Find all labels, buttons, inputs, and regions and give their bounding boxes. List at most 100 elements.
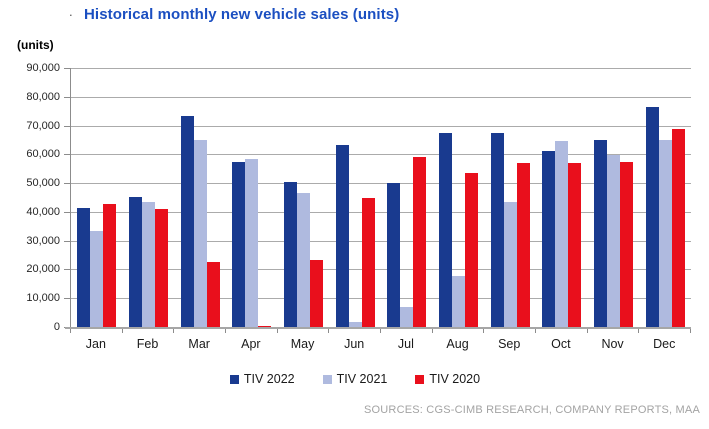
y-tick-label: 20,000: [26, 263, 60, 276]
x-tick-mark: [380, 329, 381, 333]
bar-group-oct: [536, 68, 588, 327]
legend-item-tiv-2022: TIV 2022: [229, 372, 295, 386]
x-tick-mark: [173, 329, 175, 333]
y-tick-mark: [64, 298, 70, 300]
bar-tiv-2021-aug: [452, 276, 466, 327]
y-tick-mark: [64, 154, 70, 156]
bar-tiv-2021-nov: [607, 155, 621, 327]
title-prefix-dot: .: [69, 4, 73, 19]
x-label-jul: Jul: [397, 337, 414, 351]
x-tick-mark: [535, 329, 536, 333]
x-axis-line: [65, 327, 691, 329]
x-label-jun: Jun: [344, 337, 365, 351]
x-label-aug: Aug: [446, 337, 469, 351]
plot-area: [70, 68, 691, 327]
x-tick-mark: [638, 329, 640, 333]
y-tick-mark: [64, 211, 70, 213]
legend-swatch-tiv-2021: [322, 374, 332, 384]
y-tick-label: 30,000: [26, 234, 60, 247]
legend-swatch-tiv-2020: [415, 374, 425, 384]
gridline-70000: [71, 125, 691, 127]
bar-group-jan: [71, 68, 123, 327]
y-tick-mark: [64, 96, 70, 98]
x-label-dec: Dec: [653, 337, 676, 351]
bar-tiv-2020-sep: [516, 163, 530, 327]
bar-group-jul: [381, 68, 433, 327]
gridline-10000: [71, 298, 691, 300]
y-tick-mark: [64, 183, 70, 185]
x-tick-mark: [586, 329, 588, 333]
x-axis-labels: Jan Feb Mar Apr May Jun Jul Aug Sep Oct Nov Dec: [70, 337, 690, 351]
y-tick-mark: [64, 240, 70, 242]
gridline-40000: [71, 211, 691, 213]
x-label-nov: Nov: [601, 337, 624, 351]
source-note: SOURCES: CGS-CIMB RESEARCH, COMPANY REPO…: [364, 404, 700, 416]
bar-group-may: [278, 68, 330, 327]
legend-item-tiv-2021: TIV 2021: [322, 372, 388, 386]
x-tick-mark: [690, 329, 691, 333]
y-axis-units-label: (units): [17, 38, 54, 52]
bar-tiv-2022-apr: [232, 162, 246, 327]
bar-tiv-2020-jul: [413, 157, 427, 327]
y-tick-label: 60,000: [26, 148, 60, 161]
gridline-60000: [71, 154, 691, 156]
bar-tiv-2022-dec: [645, 107, 659, 327]
x-label-jan: Jan: [85, 337, 106, 351]
bar-tiv-2020-mar: [206, 262, 220, 327]
bar-tiv-2022-jan: [77, 208, 91, 327]
x-tick-mark: [431, 329, 433, 333]
bar-tiv-2021-dec: [658, 140, 672, 327]
bar-tiv-2020-may: [310, 260, 324, 327]
bar-group-feb: [123, 68, 175, 327]
bar-tiv-2022-jun: [335, 145, 349, 327]
chart-title: Historical monthly new vehicle sales (un…: [84, 6, 400, 23]
legend-label: TIV 2021: [336, 372, 388, 386]
bar-tiv-2020-nov: [620, 162, 634, 327]
bar-tiv-2022-sep: [490, 133, 504, 327]
bar-tiv-2022-jul: [387, 183, 401, 327]
legend-label: TIV 2020: [429, 372, 481, 386]
bar-tiv-2022-may: [284, 182, 298, 327]
gridline-20000: [71, 269, 691, 271]
bar-tiv-2020-jun: [361, 198, 375, 327]
bar-tiv-2022-feb: [129, 197, 142, 327]
gridline-50000: [71, 183, 691, 185]
gridline-80000: [71, 96, 691, 98]
bar-group-jun: [329, 68, 381, 327]
x-tick-mark: [276, 329, 278, 333]
x-label-feb: Feb: [136, 337, 159, 351]
bar-groups: [71, 68, 691, 327]
gridline-30000: [71, 240, 691, 242]
bar-group-sep: [484, 68, 536, 327]
y-tick-mark: [64, 125, 70, 127]
gridline-90000: [71, 68, 691, 69]
legend: TIV 2022 TIV 2021 TIV 2020: [35, 372, 675, 386]
bar-group-nov: [588, 68, 640, 327]
x-label-sep: Sep: [498, 337, 521, 351]
y-tick-label: 40,000: [26, 205, 60, 218]
bar-tiv-2022-aug: [439, 133, 453, 327]
bar-tiv-2021-jun: [348, 322, 362, 327]
legend-swatch-tiv-2022: [229, 374, 239, 384]
x-tick-mark: [328, 329, 330, 333]
bar-group-aug: [433, 68, 485, 327]
y-tick-mark: [64, 68, 70, 69]
bar-tiv-2021-jan: [90, 231, 104, 327]
legend-item-tiv-2020: TIV 2020: [415, 372, 480, 386]
bar-tiv-2020-jan: [103, 204, 117, 327]
x-tick-mark: [483, 329, 485, 333]
bar-tiv-2021-feb: [142, 202, 155, 327]
x-tick-mark: [70, 329, 71, 333]
x-label-oct: Oct: [551, 337, 571, 351]
x-tick-mark: [225, 329, 226, 333]
x-label-mar: Mar: [188, 337, 210, 351]
y-tick-label: 0: [53, 321, 60, 333]
y-tick-label: 10,000: [26, 292, 60, 305]
bar-tiv-2020-apr: [258, 326, 272, 327]
bar-tiv-2020-dec: [671, 129, 685, 327]
bar-tiv-2021-oct: [555, 141, 569, 327]
x-tick-mark: [121, 329, 123, 333]
y-tick-label: 50,000: [26, 177, 60, 190]
bar-tiv-2020-feb: [155, 209, 168, 327]
